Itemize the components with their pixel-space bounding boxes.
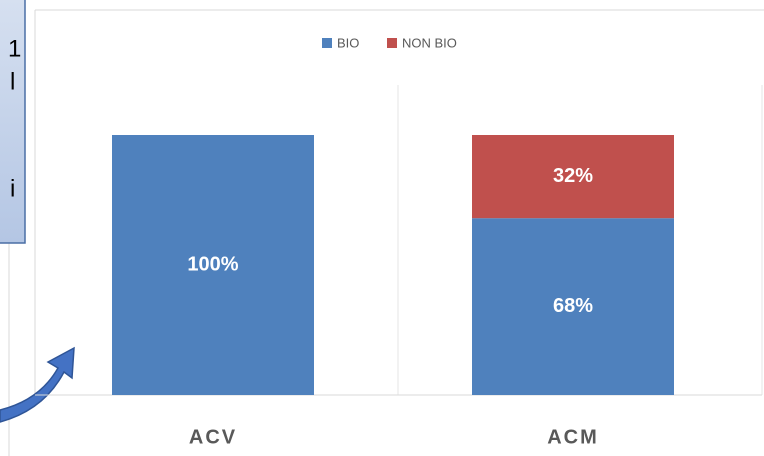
data-label: 100% [187, 253, 238, 275]
legend-label: BIO [337, 35, 359, 50]
legend-swatch [322, 38, 332, 48]
chart: BIO NON BIO 100% ACV 68% 32% ACM [35, 35, 762, 448]
legend-swatch [387, 38, 397, 48]
bar-segment [112, 135, 314, 395]
legend-label: NON BIO [402, 35, 457, 50]
x-tick-label: ACM [547, 426, 599, 448]
bar-segment [472, 218, 674, 395]
arrow [0, 346, 75, 423]
callout-text: i [10, 175, 15, 202]
x-tick-label: ACV [189, 426, 237, 448]
callout-text: l [10, 68, 15, 95]
data-label: 68% [553, 295, 593, 317]
bar-segment [472, 135, 674, 219]
callout-text: 1 [8, 35, 21, 62]
callout-box [0, 0, 26, 244]
data-label: 32% [553, 165, 593, 187]
